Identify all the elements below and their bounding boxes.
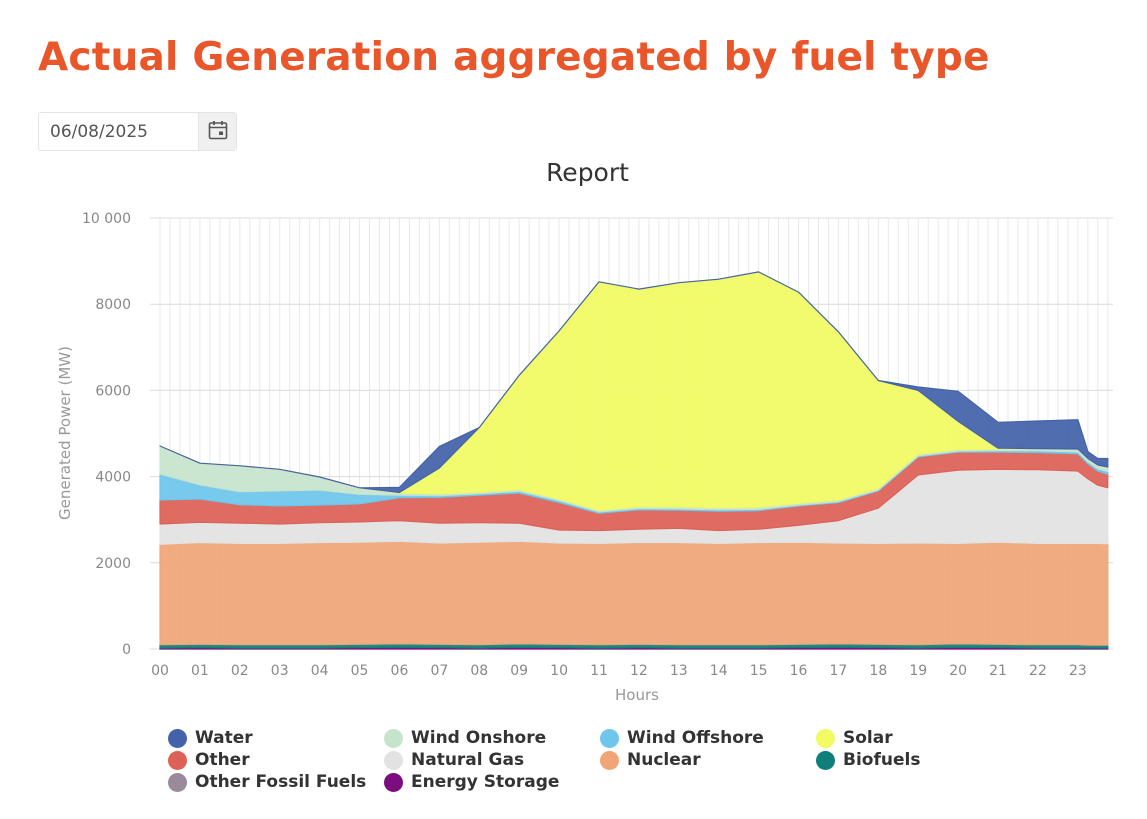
series-area-nuclear	[159, 540, 1109, 646]
y-tick-label: 2000	[95, 556, 131, 572]
legend-label: Natural Gas	[411, 750, 525, 770]
x-tick-label: 15	[750, 663, 768, 679]
x-tick-label: 16	[790, 663, 808, 679]
y-tick-label: 10 000	[82, 211, 131, 227]
legend-dot	[816, 728, 835, 748]
x-tick-label: 09	[510, 663, 528, 679]
calendar-icon	[208, 120, 228, 144]
x-tick-label: 02	[231, 663, 249, 679]
legend-dot	[384, 750, 403, 770]
x-tick-label: 11	[590, 663, 608, 679]
y-tick-label: 4000	[95, 470, 131, 486]
x-tick-label: 06	[391, 663, 409, 679]
legend-label: Nuclear	[627, 750, 701, 770]
legend-label: Solar	[843, 728, 893, 748]
page-title: Actual Generation aggregated by fuel typ…	[38, 35, 990, 80]
y-tick-label: 8000	[95, 297, 131, 313]
x-tick-label: 23	[1069, 663, 1087, 679]
legend-label: Biofuels	[843, 750, 921, 770]
legend-item-water[interactable]: Water	[168, 728, 253, 748]
x-tick-label: 05	[351, 663, 369, 679]
legend-label: Other	[195, 750, 250, 770]
x-axis-title: Hours	[615, 686, 659, 704]
x-tick-label: 14	[710, 663, 728, 679]
series-area-water	[159, 271, 1109, 494]
x-tick-label: 12	[630, 663, 648, 679]
legend-label: Wind Onshore	[411, 728, 547, 748]
legend-dot	[168, 750, 187, 770]
legend-label: Other Fossil Fuels	[195, 772, 367, 792]
legend-dot	[168, 772, 187, 792]
calendar-button[interactable]	[198, 113, 236, 150]
date-picker[interactable]	[38, 112, 237, 151]
x-tick-label: 00	[151, 663, 169, 679]
generation-chart: 0 2000 4000 6000 8000 10 000 00 01 02 03 04 05 06 07 0…	[56, 211, 1113, 704]
legend-label: Water	[195, 728, 253, 748]
legend-dot	[168, 728, 187, 748]
x-tick-label: 21	[989, 663, 1007, 679]
x-tick-label: 18	[869, 663, 887, 679]
legend-item-energy-storage[interactable]: Energy Storage	[384, 772, 559, 792]
x-tick-label: 08	[470, 663, 488, 679]
x-tick-label: 13	[670, 663, 688, 679]
legend-dot	[384, 772, 403, 792]
x-tick-label: 22	[1029, 663, 1047, 679]
legend-label: Wind Offshore	[627, 728, 764, 748]
x-tick-label: 04	[311, 663, 329, 679]
y-tick-label: 6000	[95, 383, 131, 399]
legend-dot	[600, 750, 619, 770]
chart-title: Report	[546, 158, 629, 187]
legend-item-wind-onshore[interactable]: Wind Onshore	[384, 728, 546, 748]
x-tick-label: 07	[430, 663, 448, 679]
legend-dot	[384, 728, 403, 748]
legend-dot	[600, 728, 619, 748]
legend-label: Energy Storage	[411, 772, 560, 792]
x-tick-label: 17	[830, 663, 848, 679]
x-tick-label: 01	[191, 663, 209, 679]
date-input[interactable]	[39, 113, 200, 150]
legend-item-natural-gas[interactable]: Natural Gas	[384, 750, 524, 770]
legend-item-other[interactable]: Other	[168, 750, 250, 770]
legend-item-wind-offshore[interactable]: Wind Offshore	[600, 728, 764, 748]
x-tick-label: 19	[909, 663, 927, 679]
y-axis-title: Generated Power (MW)	[56, 346, 74, 520]
legend-item-other-fossil-fuels[interactable]: Other Fossil Fuels	[168, 772, 366, 792]
x-tick-label: 03	[271, 663, 289, 679]
legend-item-biofuels[interactable]: Biofuels	[816, 750, 920, 770]
legend-item-solar[interactable]: Solar	[816, 728, 893, 748]
legend-item-nuclear[interactable]: Nuclear	[600, 750, 701, 770]
y-tick-label: 0	[122, 642, 131, 658]
legend-dot	[816, 750, 835, 770]
x-tick-label: 20	[949, 663, 967, 679]
x-tick-label: 10	[550, 663, 568, 679]
